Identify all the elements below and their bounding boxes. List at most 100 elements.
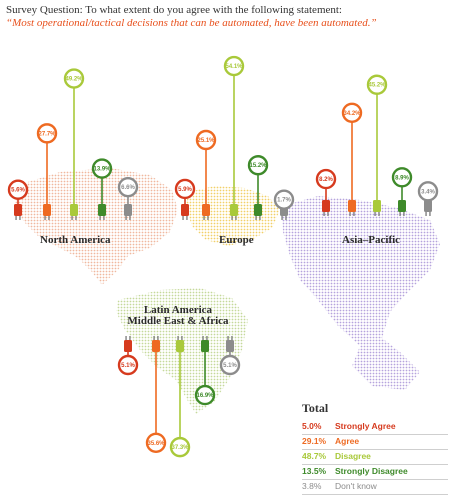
plug-prong-latin-america-middle-east-africa-strongly-agree-b [129,336,131,340]
data-label-europe-agree: 25.1% [197,138,215,144]
badge-europe-disagree [223,55,245,77]
plug-prong-north-america-agree-a [44,216,46,220]
plug-prong-north-america-dont-know-a [125,216,127,220]
plug-europe-disagree: 54.1% [223,55,245,220]
survey-question: Survey Question: To what extent do you a… [6,4,446,30]
region-europe: Europe 5.9% 25.1% 54.1% 15.2% 1.7% [174,55,295,246]
plug-prong-asia-pacific-strongly-agree-b [327,212,329,216]
plug-prong-asia-pacific-strongly-disagree-a [399,212,401,216]
plug-prong-asia-pacific-dont-know-a [425,212,427,216]
badge-north-america-strongly-agree [7,179,29,200]
badge-europe-strongly-agree [174,178,196,200]
plug-prong-latin-america-middle-east-africa-strongly-disagree-a [202,336,204,340]
legend-pct-agree: 29.1% [302,436,327,446]
legend-pct-disagree: 48.7% [302,451,327,461]
legend-label-agree: Agree [335,436,360,446]
plug-asia-pacific-dont-know: 3.4% [417,181,439,216]
plug-prong-asia-pacific-agree-a [349,212,351,216]
plug-body-europe-disagree [230,204,238,216]
plug-prong-latin-america-middle-east-africa-disagree-a [177,336,179,340]
plug-prong-latin-america-middle-east-africa-agree-a [153,336,155,340]
plug-body-asia-pacific-disagree [373,200,381,212]
plug-body-north-america-disagree [70,204,78,216]
plug-europe-agree: 25.1% [195,129,217,220]
badge-north-america-dont-know [117,176,139,198]
plug-body-latin-america-middle-east-africa-agree [152,340,160,352]
badge-north-america-agree [36,123,58,144]
plug-prong-europe-agree-b [207,216,209,220]
data-label-asia-pacific-strongly-agree: 8.2% [319,177,333,183]
plug-north-america-strongly-agree: 5.6% [7,179,29,220]
plug-body-north-america-agree [43,204,51,216]
data-label-latin-america-middle-east-africa-strongly-disagree: 16.9% [196,393,214,399]
plug-body-north-america-dont-know [124,204,132,216]
data-label-europe-strongly-agree: 5.9% [178,187,192,193]
legend-pct-strongly-agree: 5.0% [302,421,322,431]
plug-body-europe-strongly-agree [181,204,189,216]
plug-prong-north-america-agree-b [48,216,50,220]
plug-latin-america-middle-east-africa-dont-know: 5.1% [219,336,241,376]
plug-body-europe-agree [202,204,210,216]
plug-prong-north-america-strongly-disagree-b [103,216,105,220]
plug-prong-north-america-disagree-a [71,216,73,220]
plug-prong-north-america-dont-know-b [129,216,131,220]
plug-north-america-disagree: 49.2% [63,68,85,220]
plug-prong-europe-disagree-a [231,216,233,220]
plug-asia-pacific-agree: 34.2% [341,102,363,216]
plug-body-asia-pacific-strongly-agree [322,200,330,212]
plug-body-latin-america-middle-east-africa-dont-know [226,340,234,352]
data-label-north-america-dont-know: 6.6% [121,185,135,191]
plug-prong-latin-america-middle-east-africa-dont-know-b [231,336,233,340]
plug-prong-latin-america-middle-east-africa-dont-know-a [227,336,229,340]
plug-north-america-strongly-disagree: 13.9% [91,158,113,220]
data-label-europe-dont-know: 1.7% [277,198,291,204]
plug-europe-dont-know: 1.7% [273,189,295,220]
plug-prong-asia-pacific-disagree-b [378,212,380,216]
plug-prong-north-america-disagree-b [75,216,77,220]
plug-body-asia-pacific-strongly-disagree [398,200,406,212]
badge-latin-america-middle-east-africa-strongly-agree [117,354,139,376]
badge-latin-america-middle-east-africa-strongly-disagree [194,384,216,406]
data-label-asia-pacific-disagree: 45.2% [368,83,386,89]
data-label-north-america-strongly-disagree: 13.9% [93,167,111,173]
badge-north-america-strongly-disagree [91,158,113,179]
plug-prong-asia-pacific-agree-b [353,212,355,216]
legend-label-disagree: Disagree [335,451,371,461]
plug-prong-latin-america-middle-east-africa-disagree-b [181,336,183,340]
plug-north-america-dont-know: 6.6% [117,176,139,220]
plug-north-america-agree: 27.7% [36,123,58,220]
legend-row-strongly-agree: 5.0% Strongly Agree [302,420,448,435]
data-label-latin-america-middle-east-africa-agree: 35.6% [147,441,165,447]
badge-asia-pacific-agree [341,102,363,123]
legend-label-strongly-disagree: Strongly Disagree [335,466,408,476]
legend-row-disagree: 48.7% Disagree [302,450,448,465]
data-label-europe-disagree: 54.1% [225,64,243,70]
region-latin-america-middle-east-africa: Latin America Middle East & Africa 5.1% 35.… [117,304,241,458]
badge-latin-america-middle-east-africa-agree [145,432,167,453]
plug-prong-latin-america-middle-east-africa-strongly-agree-a [125,336,127,340]
data-label-north-america-disagree: 49.2% [65,77,83,83]
badge-latin-america-middle-east-africa-dont-know [219,354,241,376]
plug-asia-pacific-strongly-agree: 8.2% [315,168,337,216]
plug-prong-europe-disagree-b [235,216,237,220]
badge-asia-pacific-strongly-agree [315,168,337,190]
plug-prong-north-america-strongly-agree-a [15,216,17,220]
plug-prong-latin-america-middle-east-africa-agree-b [157,336,159,340]
plug-body-latin-america-middle-east-africa-strongly-agree [124,340,132,352]
plug-europe-strongly-agree: 5.9% [174,178,196,220]
total-legend: 5.0% Strongly Agree 29.1% Agree 48.7% Disagre… [302,420,448,495]
map-asia-pacific [282,196,440,390]
total-title: Total [302,401,329,415]
plug-prong-north-america-strongly-agree-b [19,216,21,220]
plug-europe-strongly-disagree: 15.2% [247,155,269,220]
badge-asia-pacific-strongly-disagree [391,167,413,188]
plug-asia-pacific-disagree: 45.2% [366,74,388,216]
plug-prong-europe-strongly-disagree-b [259,216,261,220]
plug-prong-europe-strongly-agree-a [182,216,184,220]
data-label-north-america-agree: 27.7% [38,131,56,137]
plug-prong-europe-dont-know-a [281,216,283,220]
plug-prong-asia-pacific-strongly-disagree-b [403,212,405,216]
survey-statement: “Most operational/tactical decisions tha… [6,17,377,29]
badge-europe-agree [195,129,217,151]
